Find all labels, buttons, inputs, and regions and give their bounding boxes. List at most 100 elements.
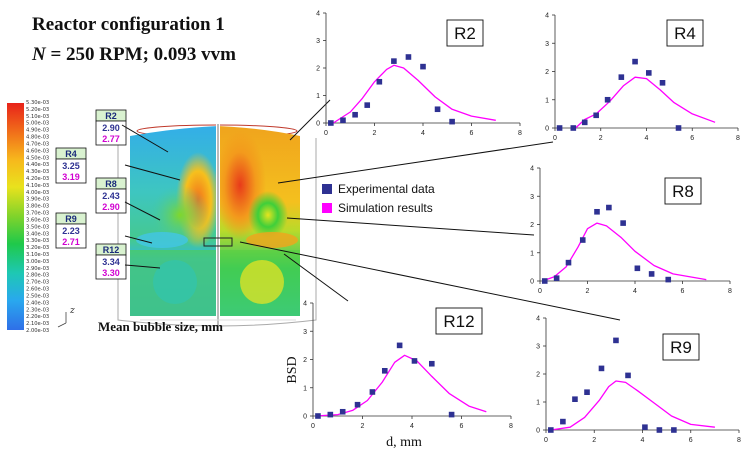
legend-label-experimental: Experimental data — [338, 182, 435, 196]
y-tick-label: 3 — [536, 344, 540, 351]
colorbar-tick-label: 5.00e-03 — [26, 121, 49, 127]
speed-symbol: N — [32, 44, 46, 65]
chart-title: R9 — [670, 338, 692, 357]
chart-title: R2 — [454, 24, 476, 43]
chart-r4: 0 1 2 3 4 0 2 4 6 8 R4 — [545, 13, 740, 143]
colorbar-tick-label: 3.30e-03 — [26, 238, 49, 244]
colorbar-tick-label: 2.70e-03 — [26, 280, 49, 286]
region-box-r8: R8 2.432.90 — [95, 177, 127, 214]
experimental-point — [448, 411, 455, 418]
colorbar-tick-label: 3.10e-03 — [26, 252, 49, 258]
operating-conditions: N = 250 RPM; 0.093 vvm — [32, 44, 236, 66]
colorbar-tick-label: 2.20e-03 — [26, 314, 49, 320]
impeller-glow-right — [246, 232, 298, 248]
experimental-point — [584, 389, 590, 395]
colorbar-tick-label: 2.10e-03 — [26, 321, 49, 327]
chart-title-box — [435, 307, 483, 335]
experimental-point — [369, 389, 376, 395]
colorbar-tick-label: 3.00e-03 — [26, 259, 49, 265]
simulation-curve — [550, 380, 715, 431]
x-tick-label: 6 — [460, 423, 464, 430]
y-tick-label: 0 — [530, 279, 534, 286]
y-tick-label: 3 — [530, 194, 534, 201]
colorbar-tick-label: 4.80e-03 — [26, 135, 49, 141]
x-tick-label: 8 — [518, 130, 522, 137]
region-simulation-value: 2.90 — [102, 202, 120, 212]
region-box-r2: R2 2.902.77 — [95, 109, 127, 146]
y-tick-label: 2 — [316, 66, 320, 73]
y-tick-label: 0 — [316, 121, 320, 128]
colorbar-tick-label: 3.80e-03 — [26, 204, 49, 210]
impeller — [203, 237, 233, 247]
region-simulation-value: 3.30 — [102, 268, 120, 278]
impeller-glow-left — [136, 232, 188, 248]
region-name: R4 — [65, 149, 77, 159]
chart-r9: 0 1 2 3 4 0 2 4 6 8 R9 — [536, 316, 741, 445]
chart-title-box — [666, 19, 704, 47]
experimental-point — [634, 265, 641, 272]
region-value-boxes: R22.902.77R43.253.19R82.432.90R92.232.71… — [55, 109, 127, 280]
x-axis-label: d, mm — [386, 435, 422, 450]
experimental-point — [625, 372, 631, 379]
region-box-body — [55, 158, 87, 184]
colorbar-tick-label: 2.90e-03 — [26, 266, 49, 272]
experimental-point — [671, 427, 677, 433]
experimental-point — [613, 337, 619, 344]
y-tick-label: 1 — [316, 93, 320, 100]
y-tick-label: 4 — [303, 301, 307, 308]
colorbar-tick-label: 2.00e-03 — [26, 328, 49, 334]
region-simulation-value: 2.77 — [102, 134, 120, 144]
y-tick-label: 2 — [303, 357, 307, 364]
chart-r2: 0 1 2 3 4 0 2 4 6 8 R2 — [316, 11, 522, 138]
y-tick-label: 2 — [545, 69, 549, 76]
colorbar-tick-label: 4.50e-03 — [26, 155, 49, 161]
colorbar-tick-label: 5.20e-03 — [26, 107, 49, 113]
region-simulation-value: 2.71 — [62, 237, 80, 247]
green-zone-left — [150, 185, 210, 245]
y-tick-label: 1 — [530, 250, 534, 257]
arrow-r12-contour — [124, 264, 161, 269]
experimental-point — [396, 342, 403, 349]
reactor-outline — [117, 138, 317, 327]
arrow-r2-contour — [121, 124, 169, 153]
experimental-point — [327, 411, 334, 418]
colorbar-tick-label: 4.20e-03 — [26, 176, 49, 182]
x-tick-label: 6 — [689, 437, 693, 444]
region-experimental-value: 3.34 — [102, 257, 120, 267]
experimental-point — [352, 111, 358, 118]
experimental-point — [606, 204, 612, 211]
x-tick-label: 0 — [553, 135, 557, 142]
conditions-text: = 250 RPM; 0.093 vvm — [50, 44, 236, 65]
experimental-point — [572, 396, 578, 402]
experimental-point — [315, 413, 321, 419]
experimental-point — [354, 401, 361, 408]
x-tick-label: 6 — [681, 288, 685, 295]
experimental-point — [560, 418, 566, 425]
colorbar-tick-label: 3.60e-03 — [26, 217, 49, 223]
x-tick-label: 4 — [633, 288, 637, 295]
x-tick-label: 2 — [373, 130, 377, 137]
arrow-r9-contour — [124, 235, 153, 244]
y-tick-label: 4 — [316, 11, 320, 18]
region-box-r9: R9 2.232.71 — [55, 212, 87, 249]
contour-caption: Mean bubble size, mm — [98, 319, 223, 334]
experimental-point — [556, 125, 563, 131]
arrow-to-chart-r9 — [239, 241, 621, 321]
chart-title: R4 — [674, 24, 696, 43]
x-tick-label: 0 — [311, 423, 315, 430]
legend: Experimental data Simulation results — [322, 182, 435, 215]
legend-swatch-experimental — [322, 184, 332, 194]
x-tick-label: 2 — [599, 135, 603, 142]
colorbar-tick-label: 2.80e-03 — [26, 273, 49, 279]
y-tick-label: 0 — [536, 428, 540, 435]
simulation-curve — [575, 76, 716, 129]
y-tick-label: 3 — [316, 38, 320, 45]
experimental-point — [340, 117, 346, 124]
region-experimental-value: 2.23 — [62, 226, 80, 236]
simulation-curve — [315, 354, 487, 417]
colorbar-tick-label: 4.30e-03 — [26, 169, 49, 175]
region-simulation-value: 3.19 — [62, 172, 80, 182]
colorbar-tick-label: 3.50e-03 — [26, 224, 49, 230]
colorbar-tick-label: 4.40e-03 — [26, 162, 49, 168]
region-box-r12: R12 3.343.30 — [95, 243, 127, 280]
